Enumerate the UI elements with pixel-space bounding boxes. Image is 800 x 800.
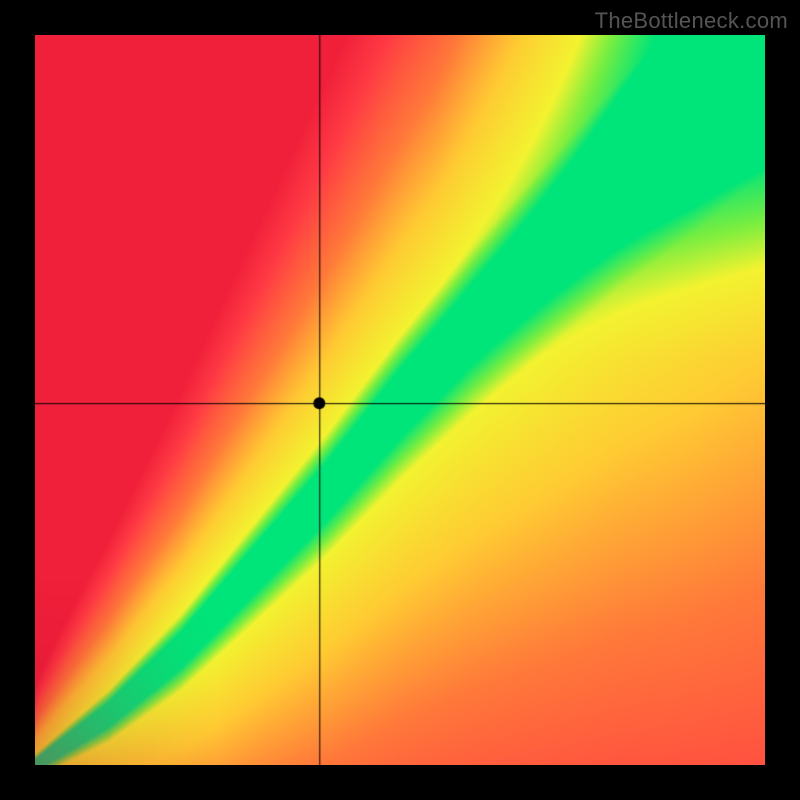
chart-container: TheBottleneck.com: [0, 0, 800, 800]
plot-area: [35, 35, 765, 765]
bottleneck-heatmap: [35, 35, 765, 765]
watermark-text: TheBottleneck.com: [595, 8, 788, 34]
